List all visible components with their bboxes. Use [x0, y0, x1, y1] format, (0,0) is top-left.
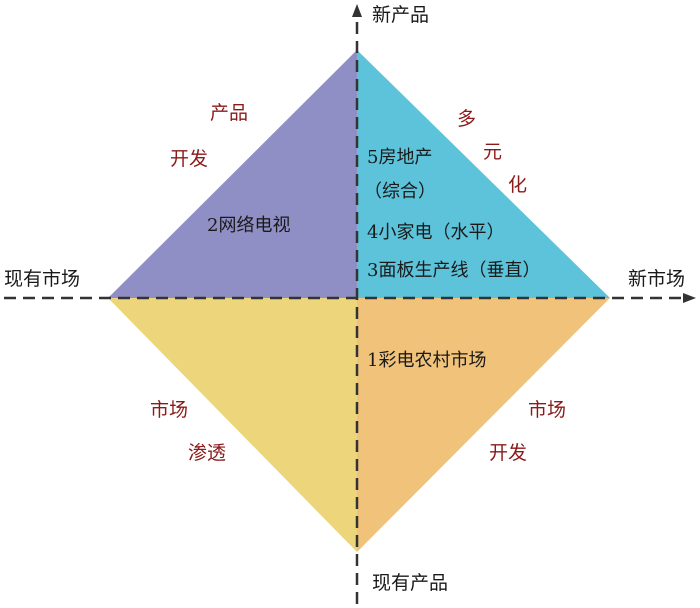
diversification-item-3: 3面板生产线（垂直） — [367, 260, 541, 281]
market-penetration-triangle — [108, 298, 357, 552]
market-development-label-line2: 开发 — [489, 442, 528, 464]
diversification-item-1: 5房地产 — [367, 147, 433, 168]
market-penetration-label-line1: 市场 — [150, 399, 189, 421]
product-development-label-line1: 产品 — [210, 102, 249, 124]
diversification-label-char-3: 化 — [508, 174, 528, 196]
diversification-triangle — [357, 50, 610, 298]
vertical-axis-arrowhead — [352, 4, 362, 17]
market-development-label-line1: 市场 — [528, 399, 567, 421]
horizontal-axis-arrowhead — [683, 293, 696, 303]
diversification-item-1-note: （综合） — [364, 181, 436, 202]
product-development-triangle — [108, 50, 357, 298]
diversification-item-2: 4小家电（水平） — [367, 222, 505, 243]
diversification-label-char-1: 多 — [457, 108, 477, 130]
diversification-label-char-2: 元 — [483, 141, 503, 163]
axis-label-new-markets: 新市场 — [628, 268, 686, 290]
product-development-label-line2: 开发 — [170, 148, 209, 170]
market-development-triangle — [357, 298, 610, 552]
axis-label-existing-products: 现有产品 — [372, 572, 449, 594]
market-development-item: 1彩电农村市场 — [367, 350, 487, 371]
axis-label-existing-markets: 现有市场 — [4, 268, 81, 290]
axis-label-new-products: 新产品 — [372, 4, 430, 26]
market-penetration-label-line2: 渗透 — [188, 442, 227, 464]
product-development-item: 2网络电视 — [207, 215, 291, 236]
